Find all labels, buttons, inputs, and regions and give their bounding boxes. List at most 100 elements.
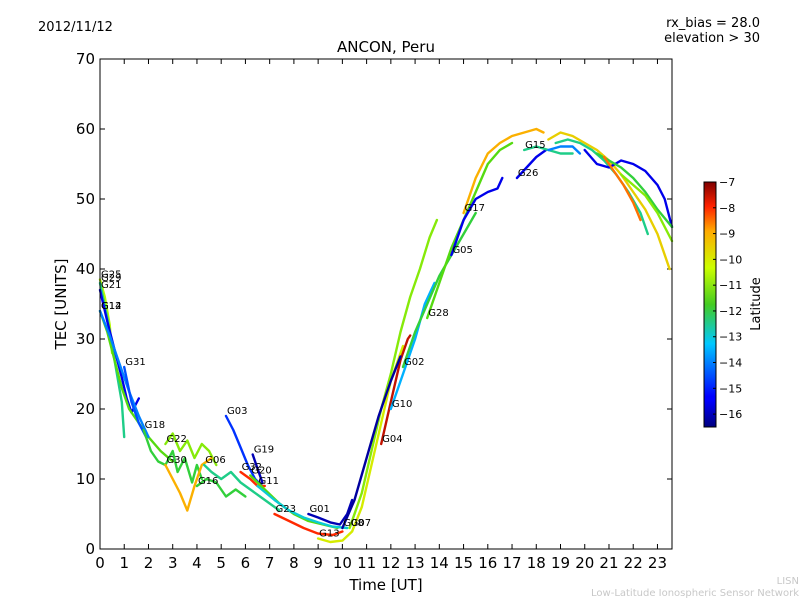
colorbar-tick-label-9: −16 — [719, 408, 742, 421]
colorbar-tick-label-5: −12 — [719, 305, 742, 318]
series-line-g28 — [426, 141, 514, 320]
series-line-g19 — [251, 453, 264, 484]
series-label-g25: G25 — [101, 270, 121, 281]
x-tick-label-23: 23 — [648, 554, 667, 572]
series-line-a3 — [554, 138, 649, 236]
x-tick-label-9: 9 — [313, 554, 323, 572]
chart-title: ANCON, Peru — [337, 38, 435, 56]
colorbar-tick-label-2: −9 — [719, 228, 735, 241]
series-line-g01 — [307, 498, 354, 526]
x-tick-label-19: 19 — [551, 554, 570, 572]
series-label-g30: G30 — [166, 455, 186, 466]
series-label-g08: G08 — [343, 518, 363, 529]
series-line-g11 — [256, 484, 349, 530]
series-label-g06: G06 — [205, 455, 225, 466]
series-line-g26 — [515, 148, 548, 180]
series-label-g10: G10 — [392, 399, 412, 410]
x-tick-label-22: 22 — [624, 554, 643, 572]
x-tick-label-8: 8 — [289, 554, 299, 572]
series-line-g02 — [401, 211, 477, 369]
series-line-g23 — [273, 512, 344, 537]
axes-ticks: 0 1 2 3 4 5 6 7 8 9 10 11 12 13 14 15 16 17 18 19 20 21 22 2301… — [76, 50, 672, 572]
series-line-a5 — [595, 152, 674, 229]
series-label-g15: G15 — [525, 140, 545, 151]
series-label-g02: G02 — [404, 357, 424, 368]
series-label-g21: G21 — [101, 280, 121, 291]
series-label-g22: G22 — [166, 434, 186, 445]
colorbar-tick-label-4: −11 — [719, 279, 742, 292]
series-line-g12 — [98, 309, 174, 463]
series-line-g05 — [450, 176, 504, 257]
x-tick-label-10: 10 — [333, 554, 352, 572]
series-line-a7 — [619, 173, 674, 243]
series-line-g14 — [98, 309, 150, 439]
colorbar-tick-label-3: −10 — [719, 253, 742, 266]
series-line-g06 — [202, 463, 281, 512]
x-tick-label-2: 2 — [144, 554, 154, 572]
x-tick-label-12: 12 — [381, 554, 400, 572]
elevation-annotation: elevation > 30 — [664, 31, 760, 46]
x-tick-label-5: 5 — [216, 554, 226, 572]
x-tick-label-13: 13 — [406, 554, 425, 572]
series-label-g01: G01 — [309, 504, 329, 515]
series-label-g14: G14 — [101, 301, 121, 312]
date-label: 2012/11/12 — [38, 20, 113, 35]
y-tick-label-6: 60 — [76, 120, 95, 138]
series-label-g32: G32 — [242, 462, 262, 473]
series-line-g04 — [380, 334, 412, 446]
series-line-g13 — [316, 344, 405, 544]
series-line-g07 — [348, 218, 439, 530]
colorbar-tick-label-1: −8 — [719, 202, 735, 215]
colorbar-label: Latitude — [749, 277, 764, 331]
x-tick-label-16: 16 — [478, 554, 497, 572]
series-line-g30 — [164, 456, 213, 512]
series-label-g19: G19 — [254, 445, 274, 456]
series-line-g16 — [195, 477, 247, 498]
colorbar-tick-label-7: −14 — [719, 357, 742, 370]
colorbar — [703, 181, 717, 428]
y-axis-label: TEC [UNITS] — [52, 259, 70, 351]
y-tick-label-5: 50 — [76, 190, 95, 208]
colorbar-tick-label-6: −13 — [719, 331, 742, 344]
series-label-g29: G29 — [101, 273, 121, 284]
y-tick-label-2: 20 — [76, 400, 95, 418]
colorbar-tick-label-8: −15 — [719, 382, 742, 395]
x-tick-label-0: 0 — [95, 554, 105, 572]
y-tick-label-7: 70 — [76, 50, 95, 68]
series-label-g16: G16 — [198, 476, 218, 487]
x-axis-label: Time [UT] — [348, 576, 422, 594]
series-line-g18 — [142, 428, 204, 484]
x-tick-label-3: 3 — [168, 554, 178, 572]
x-tick-label-15: 15 — [454, 554, 473, 572]
series-label-g04: G04 — [382, 434, 402, 445]
series-label-g03: G03 — [227, 406, 247, 417]
series-line-a1 — [547, 145, 582, 155]
series-label-g18: G18 — [145, 420, 165, 431]
x-tick-label-14: 14 — [430, 554, 449, 572]
series-line-g10 — [389, 281, 436, 411]
rx-bias-annotation: rx_bias = 28.0 — [666, 16, 760, 31]
x-tick-label-7: 7 — [265, 554, 275, 572]
colorbar-tick-label-0: −7 — [719, 176, 735, 189]
x-tick-label-6: 6 — [241, 554, 251, 572]
series-label-g26: G26 — [518, 168, 538, 179]
colorbar-ticks: −7 −8 −9 −10 −11 −12 −13 −14 −15 −16 — [713, 176, 742, 421]
footer-network-name: Low-Latitude Ionospheric Sensor Network — [591, 588, 799, 599]
x-tick-label-17: 17 — [502, 554, 521, 572]
series-label-g07: G07 — [351, 518, 371, 529]
x-tick-label-21: 21 — [599, 554, 618, 572]
series-label-g05: G05 — [452, 245, 472, 256]
series-layer — [98, 127, 674, 544]
series-label-g31: G31 — [125, 357, 145, 368]
series-line-a6 — [602, 155, 642, 222]
series-line-g17 — [462, 127, 545, 215]
series-label-g20: G20 — [251, 466, 271, 477]
series-label-g28: G28 — [428, 308, 448, 319]
y-tick-label-3: 30 — [76, 330, 95, 348]
y-tick-label-0: 0 — [85, 540, 95, 558]
footer-lisn: LISN — [776, 576, 799, 587]
plot-frame — [99, 58, 673, 550]
series-line-g08 — [341, 355, 402, 530]
